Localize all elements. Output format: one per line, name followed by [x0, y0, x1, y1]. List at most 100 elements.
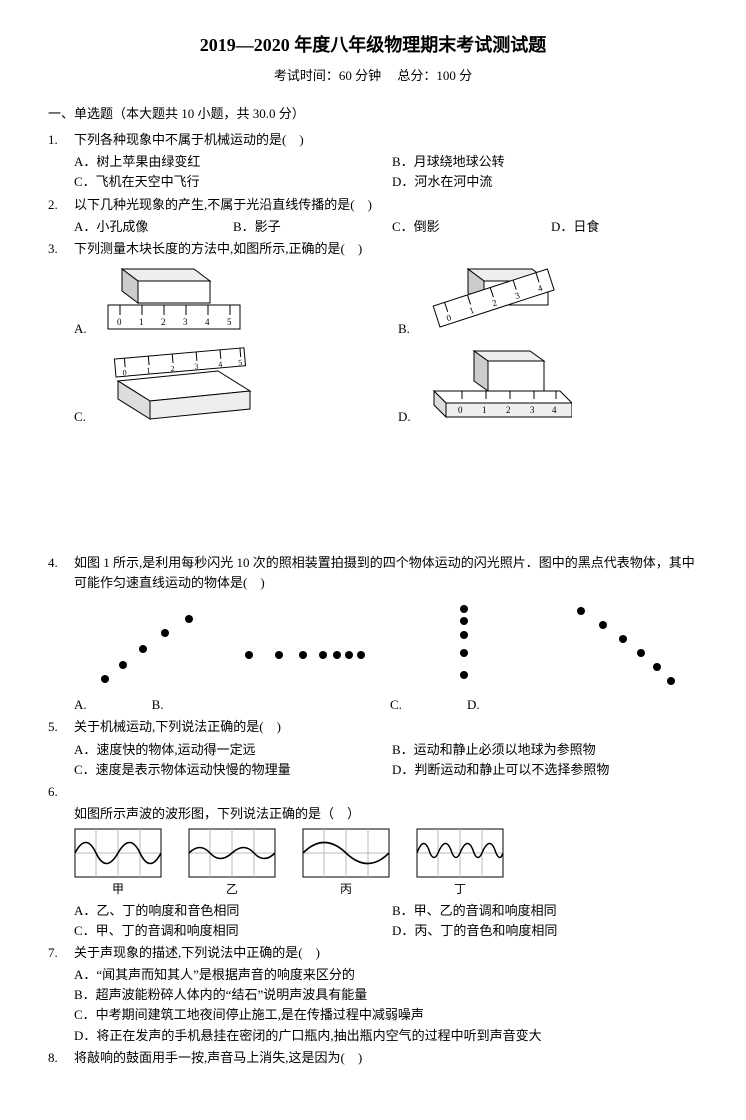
q5-A: A．速度快的物体,运动得一定远 [74, 740, 380, 760]
q3-fig-D: D. 0 1 2 3 4 [398, 347, 698, 427]
q2-D: D．日食 [551, 217, 698, 237]
q6-B: B．甲、乙的音调和响度相同 [392, 901, 698, 921]
ruler-block-D-icon: 0 1 2 3 4 [422, 347, 572, 427]
wave-ding-icon [416, 828, 504, 878]
q2-A: A．小孔成像 [74, 217, 221, 237]
q1-options: A．树上苹果由绿变红 B．月球绕地球公转 C．飞机在天空中飞行 D．河水在河中流 [48, 152, 698, 192]
q3-A-label: A. [74, 319, 92, 339]
svg-text:3: 3 [194, 362, 199, 371]
q3-figures: A. 0 1 2 3 4 5 B. [48, 261, 698, 431]
q6-waves: 甲 乙 丙 丁 [48, 824, 698, 901]
q6-C: C．甲、丁的音调和响度相同 [74, 921, 380, 941]
svg-text:1: 1 [482, 405, 487, 415]
question-2: 2. 以下几种光现象的产生,不属于光沿直线传播的是( ) [48, 195, 698, 215]
svg-text:0: 0 [458, 405, 463, 415]
exam-subtitle: 考试时间：60 分钟 总分：100 分 [48, 66, 698, 86]
q7-stem: 关于声现象的描述,下列说法中正确的是( ) [74, 943, 698, 963]
q4-num: 4. [48, 553, 74, 593]
question-3: 3. 下列测量木块长度的方法中,如图所示,正确的是( ) [48, 239, 698, 259]
svg-text:0: 0 [117, 317, 122, 327]
q7-D: D．将正在发声的手机悬挂在密闭的广口瓶内,抽出瓶内空气的过程中听到声音变大 [74, 1026, 698, 1046]
question-8: 8. 将敲响的鼓面用手一按,声音马上消失,这是因为( ) [48, 1048, 698, 1068]
q1-D: D．河水在河中流 [392, 172, 698, 192]
q5-C: C．速度是表示物体运动快慢的物理量 [74, 760, 380, 780]
svg-text:4: 4 [552, 405, 557, 415]
svg-text:1: 1 [139, 317, 144, 327]
ruler-block-C-icon: 0 1 2 3 4 5 [98, 347, 258, 427]
dots-B-icon [237, 611, 377, 691]
svg-text:3: 3 [183, 317, 188, 327]
q6-wave-3: 丙 [302, 828, 390, 899]
q7-B: B．超声波能粉碎人体内的“结石”说明声波具有能量 [74, 985, 698, 1005]
q6-wave-2: 乙 [188, 828, 276, 899]
q3-B-label: B. [398, 319, 416, 339]
q1-C: C．飞机在天空中飞行 [74, 172, 380, 192]
svg-text:2: 2 [506, 405, 511, 415]
q1-stem: 下列各种现象中不属于机械运动的是( ) [74, 130, 698, 150]
q3-D-label: D. [398, 407, 416, 427]
svg-text:4: 4 [205, 317, 210, 327]
q4-fig-B [232, 611, 382, 715]
q4-fig-C: C. D. [390, 601, 540, 715]
q6-stem: 如图所示声波的波形图，下列说法正确的是（ ） [48, 804, 698, 824]
q3-fig-B: B. 0 1 2 3 4 [398, 265, 698, 339]
q6-cap2: 乙 [226, 880, 238, 899]
q3-C-label: C. [74, 407, 92, 427]
dots-C-icon [420, 601, 510, 691]
q5-stem: 关于机械运动,下列说法正确的是( ) [74, 717, 698, 737]
q1-A: A．树上苹果由绿变红 [74, 152, 380, 172]
svg-text:2: 2 [161, 317, 166, 327]
q6-num: 6. [48, 782, 74, 802]
q4-fig-D [548, 601, 698, 715]
q6-cap3: 丙 [340, 880, 352, 899]
svg-text:1: 1 [146, 366, 151, 375]
q5-B: B．运动和静止必须以地球为参照物 [392, 740, 698, 760]
q2-B: B．影子 [233, 217, 380, 237]
dots-D-icon [563, 601, 683, 691]
q1-num: 1. [48, 130, 74, 150]
svg-text:2: 2 [170, 364, 175, 373]
q7-num: 7. [48, 943, 74, 963]
question-1: 1. 下列各种现象中不属于机械运动的是( ) [48, 130, 698, 150]
q4-figures: A. B. C. D. [48, 595, 698, 715]
ruler-block-B-icon: 0 1 2 3 4 [422, 265, 572, 339]
wave-jia-icon [74, 828, 162, 878]
question-7: 7. 关于声现象的描述,下列说法中正确的是( ) [48, 943, 698, 963]
time-label: 考试时间：60 分钟 [274, 68, 381, 83]
q6-options: A．乙、丁的响度和音色相同 B．甲、乙的音调和响度相同 C．甲、丁的音调和响度相… [48, 901, 698, 941]
q4-fig-A: A. B. [74, 611, 224, 715]
q7-C: C．中考期间建筑工地夜间停止施工,是在传播过程中减弱噪声 [74, 1005, 698, 1025]
q4-A-label: A. B. [74, 695, 164, 715]
q2-C: C．倒影 [392, 217, 539, 237]
q6-cap4: 丁 [454, 880, 466, 899]
exam-title: 2019—2020 年度八年级物理期末考试测试题 [48, 32, 698, 60]
q7-A: A．“闻其声而知其人”是根据声音的响度来区分的 [74, 965, 698, 985]
question-6: 6. [48, 782, 698, 802]
q5-D: D．判断运动和静止可以不选择参照物 [392, 760, 698, 780]
q6-stem-blank [74, 782, 698, 802]
svg-text:5: 5 [227, 317, 232, 327]
svg-text:5: 5 [238, 358, 243, 367]
svg-text:4: 4 [218, 360, 223, 369]
q1-B: B．月球绕地球公转 [392, 152, 698, 172]
dots-A-icon [89, 611, 209, 691]
q3-stem: 下列测量木块长度的方法中,如图所示,正确的是( ) [74, 239, 698, 259]
q6-A: A．乙、丁的响度和音色相同 [74, 901, 380, 921]
q6-wave-4: 丁 [416, 828, 504, 899]
wave-bing-icon [302, 828, 390, 878]
q2-options: A．小孔成像 B．影子 C．倒影 D．日食 [48, 217, 698, 237]
ruler-block-A-icon: 0 1 2 3 4 5 [98, 265, 248, 339]
q4-C-label: C. D. [390, 695, 480, 715]
q5-num: 5. [48, 717, 74, 737]
q3-num: 3. [48, 239, 74, 259]
svg-text:3: 3 [530, 405, 535, 415]
q8-stem: 将敲响的鼓面用手一按,声音马上消失,这是因为( ) [74, 1048, 698, 1068]
question-5: 5. 关于机械运动,下列说法正确的是( ) [48, 717, 698, 737]
q3-fig-A: A. 0 1 2 3 4 5 [74, 265, 374, 339]
q5-options: A．速度快的物体,运动得一定远 B．运动和静止必须以地球为参照物 C．速度是表示… [48, 740, 698, 780]
q4-stem: 如图 1 所示,是利用每秒闪光 10 次的照相装置拍摄到的四个物体运动的闪光照片… [74, 553, 698, 593]
section-1-heading: 一、单选题（本大题共 10 小题，共 30.0 分） [48, 104, 698, 124]
q6-wave-1: 甲 [74, 828, 162, 899]
svg-text:0: 0 [122, 368, 127, 377]
q7-options: A．“闻其声而知其人”是根据声音的响度来区分的 B．超声波能粉碎人体内的“结石”… [48, 965, 698, 1046]
